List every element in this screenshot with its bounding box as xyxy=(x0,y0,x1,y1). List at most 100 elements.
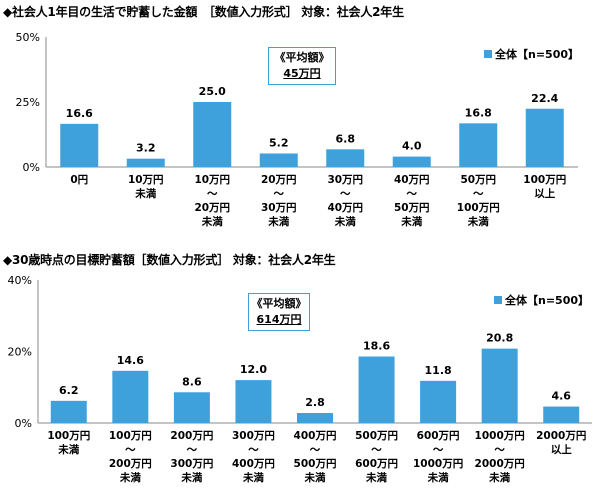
chart-2-bar xyxy=(543,406,580,423)
chart-2-bar xyxy=(173,392,210,423)
chart-1-category-label-line: 10万円 xyxy=(128,174,164,186)
chart-2-bar xyxy=(50,400,87,423)
chart-2-category-label: 100万円 ～ 200万円未満 xyxy=(109,430,152,484)
chart-1-title: ◆社会人1年目の生活で貯蓄した金額 ［数値入力形式］ 対象：社会人2年生 xyxy=(3,5,404,19)
chart-2-category-label-line: 200万円 xyxy=(109,458,152,470)
chart-1-bar xyxy=(259,153,298,167)
chart-1-data-label: 3.2 xyxy=(136,142,156,155)
chart-2-y-tick-label: 40% xyxy=(8,274,32,287)
chart-2-bar xyxy=(235,380,272,423)
chart-2-bar xyxy=(420,380,457,423)
chart-1-bar xyxy=(60,123,99,167)
chart-2-category-label: 600万円 ～ 1000万円未満 xyxy=(413,430,463,484)
chart-2-category-label: 400万円 ～ 500万円未満 xyxy=(294,430,337,484)
chart-2-bar xyxy=(112,370,149,423)
chart-1-average-value: 45万円 xyxy=(283,67,321,80)
chart-2-data-label: 14.6 xyxy=(117,354,144,367)
chart-2-category-label-line: 以上 xyxy=(551,443,572,456)
chart-1-y-tick-label: 50% xyxy=(16,31,40,44)
chart-1-category-label: 10万円未満 xyxy=(128,174,164,200)
chart-1-legend: 全体【n=500】 xyxy=(484,46,579,62)
chart-2-data-label: 2.8 xyxy=(305,396,325,409)
chart-1-category-label-line: 0円 xyxy=(70,174,88,186)
chart-1-category-label: 50万円 ～ 100万円未満 xyxy=(457,174,500,228)
chart-2-category-label-line: 1000万円 xyxy=(413,458,463,470)
chart-2-category-label-line: 未満 xyxy=(304,471,326,484)
chart-2-category-label: 500万円 ～ 600万円未満 xyxy=(355,430,398,484)
chart-2-average-box: 《平均額》 614万円 xyxy=(248,293,310,331)
chart-1-category-label-line: ～ xyxy=(407,188,418,200)
chart-2-category-label-line: 200万円 xyxy=(170,430,213,442)
chart-2-category-label-line: 2000万円 xyxy=(475,458,525,470)
chart-1-average-label: 《平均額》 xyxy=(274,51,330,64)
chart-1-bar xyxy=(525,108,564,167)
chart-2-category-label: 200万円 ～ 300万円未満 xyxy=(170,430,213,484)
chart-2-category-label-line: 600万円 xyxy=(355,458,398,470)
chart-1-category-label-line: 100万円 xyxy=(523,174,566,186)
chart-1-category-label-line: 40万円 xyxy=(327,202,363,214)
chart-1-category-label-line: 30万円 xyxy=(261,202,297,214)
chart-1-category-label-line: 未満 xyxy=(334,215,356,228)
chart-2-category-label: 100万円未満 xyxy=(47,430,90,456)
chart-1-category-label: 0円 xyxy=(70,174,88,186)
chart-1-category-label-line: 20万円 xyxy=(194,202,230,214)
chart-1-legend-swatch xyxy=(484,50,492,58)
chart-2-category-label-line: ～ xyxy=(371,444,382,456)
chart-2-category-label-line: ～ xyxy=(433,444,444,456)
chart-1-category-label-line: ～ xyxy=(473,188,484,200)
chart-1-category-label-line: 未満 xyxy=(267,215,289,228)
chart-1-bar xyxy=(326,149,365,167)
chart-2-category-label-line: 400万円 xyxy=(294,430,337,442)
chart-1-category-label: 30万円 ～ 40万円未満 xyxy=(327,174,363,228)
chart-1-category-label-line: 未満 xyxy=(134,187,156,200)
chart-2-legend-label: 全体【n=500】 xyxy=(505,294,590,307)
chart-2-category-label-line: 未満 xyxy=(242,471,264,484)
chart-1-category-label-line: 50万円 xyxy=(460,174,496,186)
chart-1-average-box: 《平均額》 45万円 xyxy=(268,47,336,85)
chart-1-bar xyxy=(126,158,165,167)
chart-2-data-label: 11.8 xyxy=(425,364,452,377)
chart-2-category-label-line: ～ xyxy=(494,444,505,456)
chart-1-bar xyxy=(392,156,431,167)
chart-1-category-label-line: 以上 xyxy=(534,187,555,200)
chart-2-legend-swatch xyxy=(494,296,502,304)
chart-2-category-label-line: ～ xyxy=(187,444,198,456)
chart-2-category-label-line: 1000万円 xyxy=(475,430,525,442)
chart-1-category-label-line: 20万円 xyxy=(261,174,297,186)
chart-2-legend: 全体【n=500】 xyxy=(494,292,589,308)
chart-2-category-label-line: ～ xyxy=(248,444,259,456)
chart-2-bar xyxy=(481,348,518,423)
chart-2-category-label-line: 500万円 xyxy=(294,458,337,470)
chart-1-data-label: 4.0 xyxy=(402,140,422,153)
chart-1-bar xyxy=(459,123,498,167)
chart-1-data-label: 5.2 xyxy=(269,136,289,149)
chart-2-data-label: 6.2 xyxy=(59,384,79,397)
chart-2-category-label-line: 未満 xyxy=(427,471,449,484)
chart-1-category-label-line: ～ xyxy=(340,188,351,200)
chart-2-category-label: 2000万円以上 xyxy=(536,430,586,456)
chart-2-category-label-line: 未満 xyxy=(365,471,387,484)
chart-2-category-label-line: 未満 xyxy=(488,471,510,484)
chart-2-category-label-line: 100万円 xyxy=(109,430,152,442)
chart-2-category-label: 1000万円 ～ 2000万円未満 xyxy=(475,430,525,484)
chart-1-category-label-line: ～ xyxy=(274,188,285,200)
chart-1-legend-label: 全体【n=500】 xyxy=(495,48,580,61)
chart-2-data-label: 8.6 xyxy=(182,375,202,388)
chart-1-y-tick-label: 25% xyxy=(16,96,40,109)
chart-2-y-tick-label: 20% xyxy=(8,346,32,359)
chart-1-category-label-line: 10万円 xyxy=(194,174,230,186)
chart-2-category-label-line: 400万円 xyxy=(232,458,275,470)
chart-1-data-label: 16.6 xyxy=(66,107,93,120)
chart-2-category-label-line: 2000万円 xyxy=(536,430,586,442)
chart-1-category-label-line: 未満 xyxy=(400,215,422,228)
chart-2-data-label: 12.0 xyxy=(240,363,267,376)
chart-1-category-label-line: 100万円 xyxy=(457,202,500,214)
chart-2-title: ◆30歳時点の目標貯蓄額［数値入力形式］ 対象：社会人2年生 xyxy=(3,253,336,267)
chart-2-category-label-line: 未満 xyxy=(57,443,79,456)
chart-2-category-label-line: 300万円 xyxy=(232,430,275,442)
chart-2-category-label-line: 100万円 xyxy=(47,430,90,442)
chart-1-category-label-line: 未満 xyxy=(467,215,489,228)
chart-1-data-label: 6.8 xyxy=(336,132,356,145)
